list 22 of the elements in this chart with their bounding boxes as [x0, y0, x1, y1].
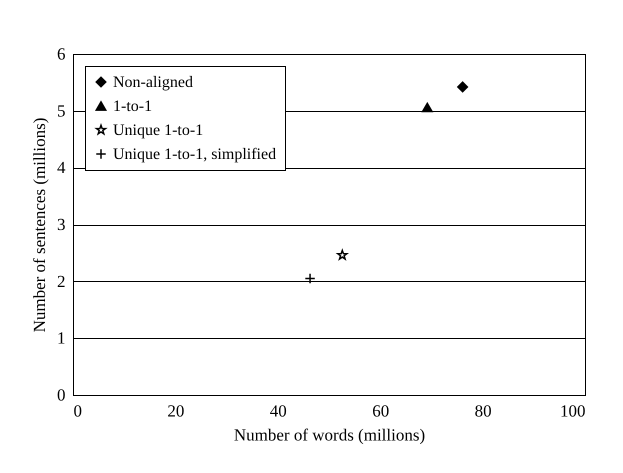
legend-label: Non-aligned — [113, 74, 193, 91]
x-tick-label: 40 — [270, 402, 287, 420]
y-tick-label: 3 — [57, 215, 66, 234]
legend-label: Unique 1-to-1, simplified — [113, 146, 276, 163]
y-tick-label: 5 — [57, 101, 66, 120]
y-tick-label: 6 — [57, 44, 66, 64]
x-tick-label: 60 — [372, 402, 390, 420]
y-tick-label: 2 — [57, 272, 66, 291]
y-axis-title: Number of sentences (millions) — [30, 118, 49, 332]
x-axis-title: Number of words (millions) — [234, 426, 426, 444]
point — [422, 102, 433, 112]
point — [337, 250, 348, 260]
x-tick-label: 20 — [167, 402, 184, 420]
x-tick-label: 100 — [560, 402, 586, 420]
y-tick-label: 4 — [57, 158, 66, 178]
y-tick-label: 0 — [57, 386, 66, 404]
legend-label: Unique 1-to-1 — [113, 122, 204, 139]
x-tick-label: 80 — [474, 402, 492, 420]
legend-label: 1-to-1 — [113, 98, 152, 115]
x-tick-label: 0 — [74, 402, 82, 420]
point — [457, 81, 468, 92]
y-tick-label: 1 — [57, 328, 66, 348]
